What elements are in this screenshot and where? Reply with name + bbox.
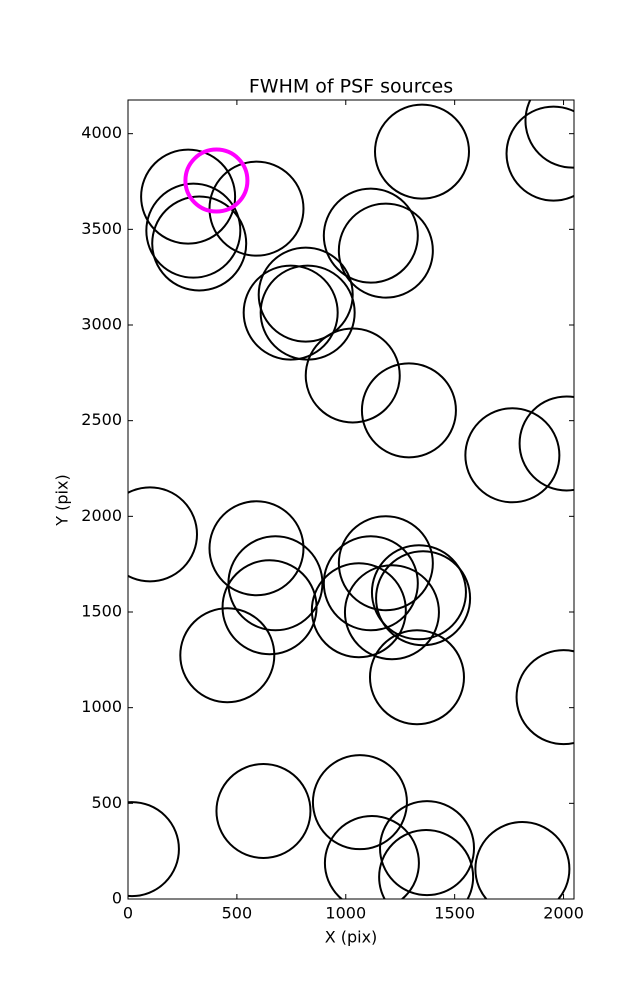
- source-marker: [259, 264, 356, 361]
- x-tick-label: 1000: [325, 904, 366, 923]
- source-marker: [337, 202, 434, 299]
- source-marker: [221, 559, 318, 656]
- source-marker: [227, 535, 324, 632]
- source-marker: [343, 564, 440, 661]
- source-marker: [375, 550, 472, 647]
- source-marker: [464, 407, 561, 504]
- source-marker: [140, 148, 237, 245]
- source-marker: [322, 535, 419, 632]
- source-marker: [373, 103, 470, 200]
- source-marker: [257, 246, 354, 343]
- y-tick-label: 0: [112, 889, 122, 908]
- source-marker: [179, 607, 276, 704]
- source-marker: [337, 515, 434, 612]
- source-marker: [518, 395, 574, 492]
- y-tick-label: 4000: [81, 123, 122, 142]
- source-marker: [370, 544, 467, 641]
- source-marker: [379, 800, 476, 897]
- x-axis-label: X (pix): [325, 928, 378, 947]
- source-marker: [505, 105, 574, 202]
- y-tick-label: 2500: [81, 410, 122, 429]
- x-tick-label: 0: [123, 904, 133, 923]
- source-marker: [323, 815, 420, 899]
- source-marker: [128, 486, 198, 583]
- x-tick-label: 1500: [434, 904, 475, 923]
- source-marker: [360, 362, 457, 459]
- y-tick-label: 3000: [81, 315, 122, 334]
- x-tick-label: 2000: [543, 904, 584, 923]
- source-marker: [322, 187, 419, 284]
- y-tick-label: 500: [91, 793, 122, 812]
- source-marker: [242, 264, 339, 361]
- source-marker: [215, 762, 312, 859]
- source-marker: [310, 562, 407, 659]
- source-marker: [151, 195, 248, 292]
- y-tick-label: 1500: [81, 602, 122, 621]
- source-marker: [368, 629, 465, 726]
- x-tick-label: 500: [222, 904, 253, 923]
- y-tick-label: 3500: [81, 219, 122, 238]
- axes-frame: [127, 99, 575, 900]
- source-marker: [128, 801, 180, 898]
- source-marker: [304, 327, 401, 424]
- source-marker: [311, 754, 408, 851]
- source-marker: [378, 829, 475, 899]
- source-marker: [208, 500, 305, 597]
- y-tick-label: 1000: [81, 697, 122, 716]
- y-tick-label: 2000: [81, 506, 122, 525]
- source-marker: [524, 100, 574, 169]
- y-axis-label: Y (pix): [53, 474, 72, 526]
- highlight-marker: [183, 147, 250, 214]
- chart-title: FWHM of PSF sources: [249, 76, 453, 98]
- source-marker: [145, 182, 242, 279]
- source-marker: [515, 649, 574, 746]
- plot-area: [128, 100, 574, 899]
- source-marker: [208, 160, 305, 257]
- source-marker: [474, 820, 571, 899]
